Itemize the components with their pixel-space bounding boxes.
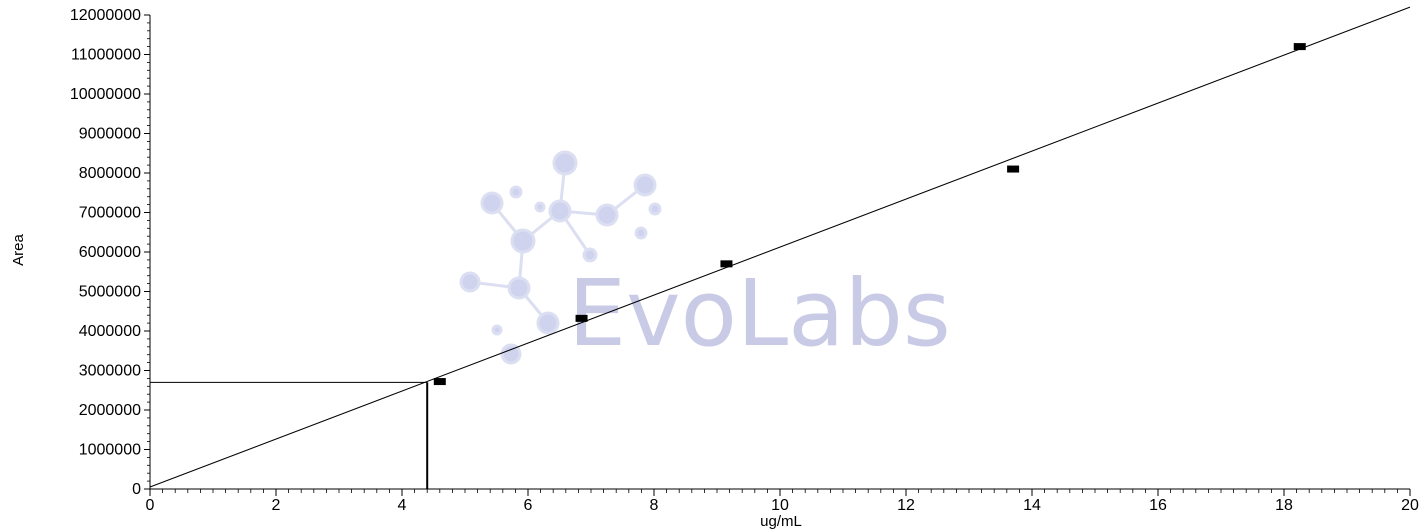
x-tick-label: 16 — [1149, 497, 1167, 514]
watermark-molecule-icon — [459, 150, 662, 365]
x-tick-label: 2 — [272, 497, 281, 514]
x-tick-label: 12 — [897, 497, 915, 514]
data-point — [1007, 165, 1020, 173]
x-tick-label: 10 — [771, 497, 789, 514]
y-tick-label: 9000000 — [79, 126, 141, 143]
y-tick-label: 5000000 — [79, 284, 141, 301]
data-point — [720, 260, 733, 268]
y-tick-label: 12000000 — [70, 7, 141, 24]
x-tick-label: 0 — [146, 497, 155, 514]
x-tick-label: 8 — [650, 497, 659, 514]
watermark-text: EvoLabs — [568, 260, 951, 367]
y-tick-label: 0 — [132, 481, 141, 498]
watermark: EvoLabs — [459, 150, 951, 367]
x-tick-label: 14 — [1023, 497, 1041, 514]
y-axis-title: Area — [10, 234, 27, 266]
y-tick-label: 10000000 — [70, 86, 141, 103]
fit-line — [149, 6, 1411, 488]
x-axis-title: ug/mL — [760, 513, 802, 530]
plot-marks — [149, 6, 1411, 489]
y-tick-label: 1000000 — [79, 442, 141, 459]
y-tick-label: 8000000 — [79, 165, 141, 182]
y-tick-label: 3000000 — [79, 363, 141, 380]
x-tick-label: 20 — [1401, 497, 1419, 514]
data-point — [575, 314, 588, 322]
y-tick-label: 2000000 — [79, 402, 141, 419]
x-tick-label: 4 — [398, 497, 407, 514]
x-tick-label: 18 — [1275, 497, 1293, 514]
axes: 0 1000000 2000000 3000000 4000000 5000000 6000… — [70, 7, 1419, 514]
y-tick-label: 6000000 — [79, 244, 141, 261]
x-tick-label: 6 — [524, 497, 533, 514]
y-tick-label: 11000000 — [71, 47, 141, 64]
data-point — [1293, 43, 1306, 51]
y-tick-label: 4000000 — [79, 323, 141, 340]
y-tick-label: 7000000 — [79, 205, 141, 222]
data-point — [433, 378, 446, 386]
